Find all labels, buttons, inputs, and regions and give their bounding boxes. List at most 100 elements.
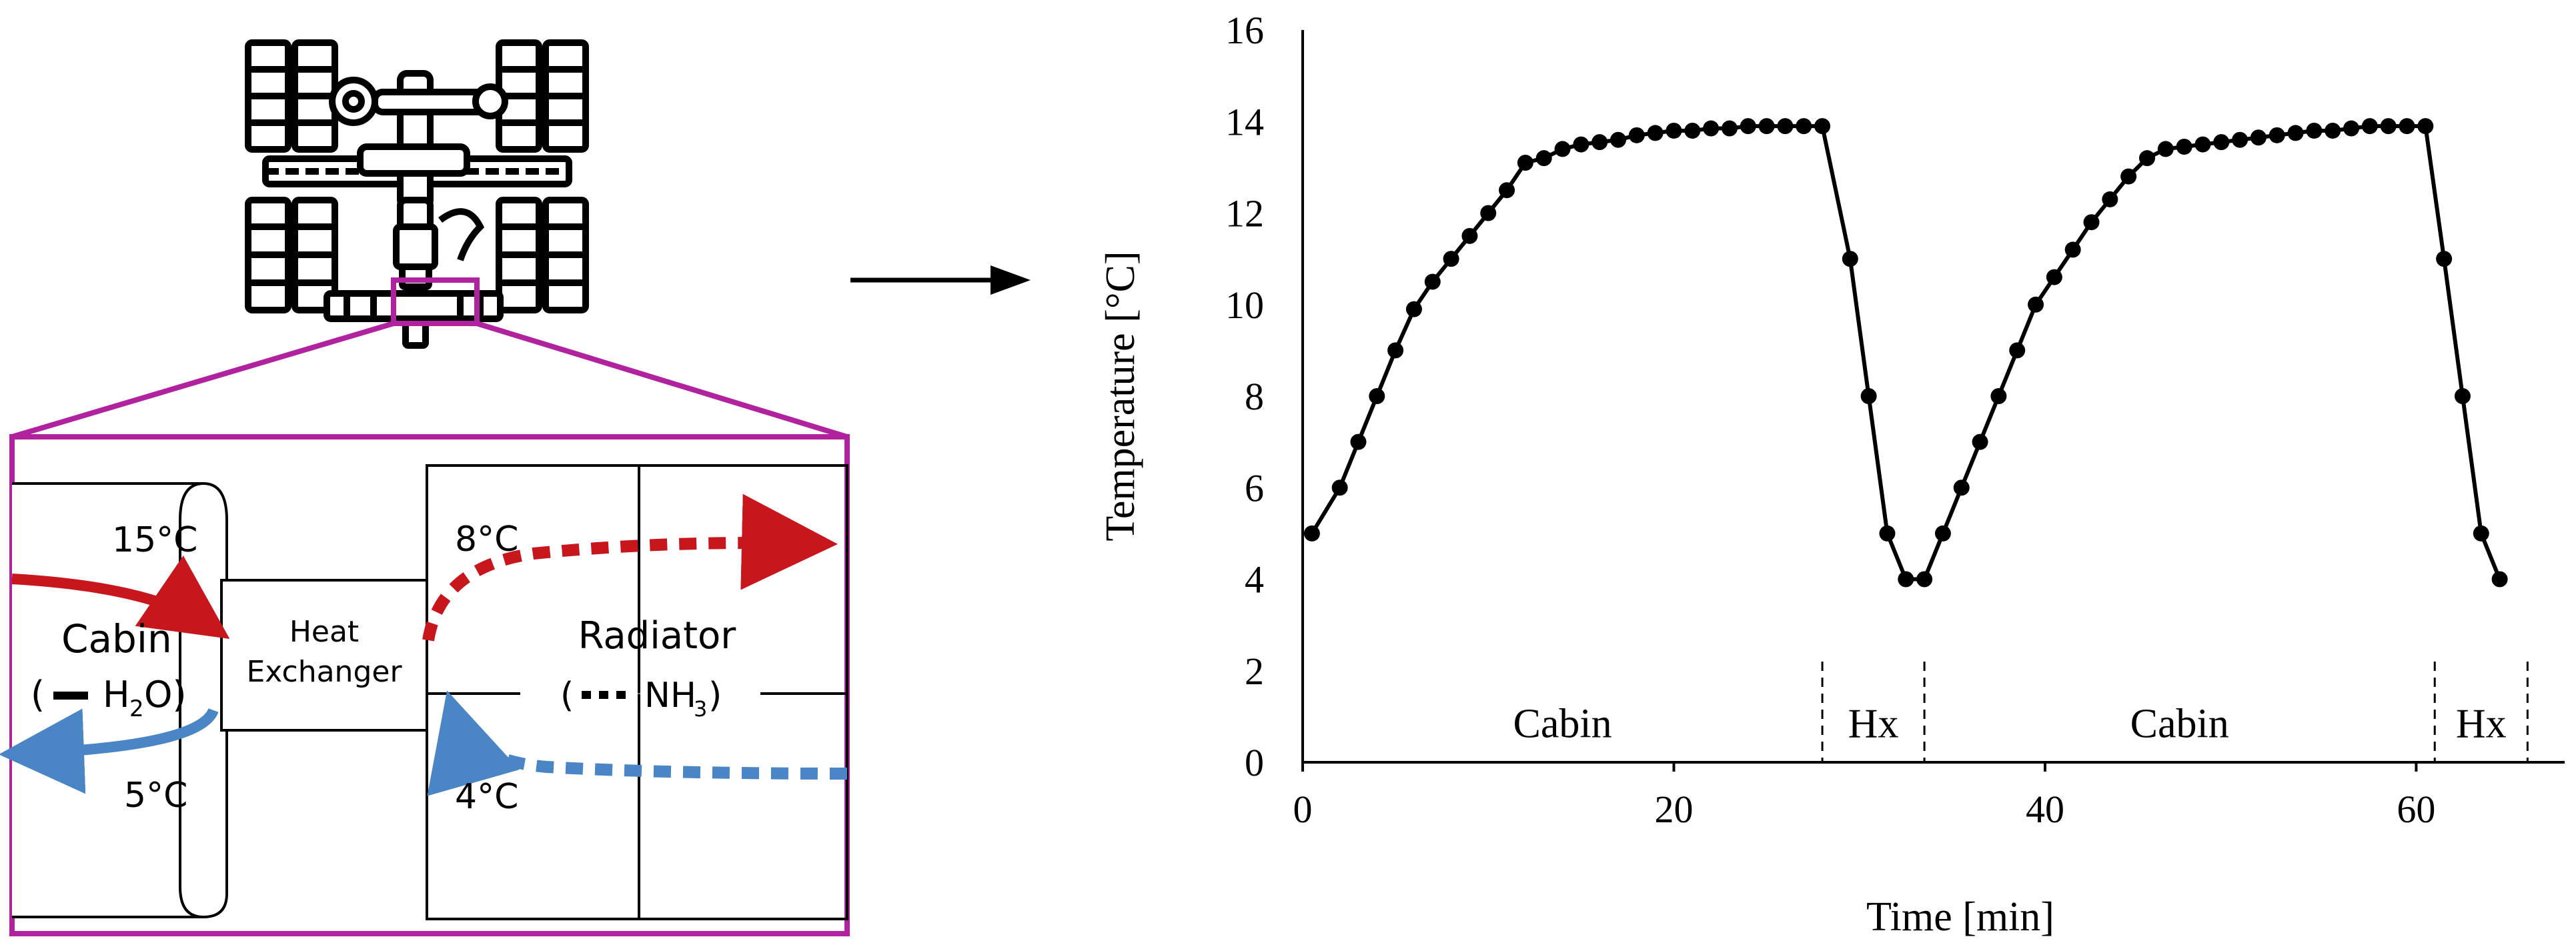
- phase-label: Hx: [2456, 701, 2507, 746]
- data-point: [2343, 120, 2360, 137]
- data-point: [2046, 269, 2062, 285]
- data-point: [2083, 214, 2100, 231]
- cabin-outlet-temp: 5°C: [124, 776, 187, 816]
- data-point: [1591, 134, 1608, 151]
- y-tick-label: 4: [1245, 558, 1264, 602]
- data-point: [1684, 122, 1701, 139]
- data-point: [1879, 525, 1896, 542]
- y-tick-label: 2: [1245, 650, 1264, 693]
- data-point: [1424, 273, 1441, 290]
- cabin-fluid-legend: ( H 2 O): [31, 674, 187, 722]
- data-point: [2138, 150, 2155, 167]
- series-line: [1310, 124, 2502, 582]
- y-axis-label: Temperature [°C]: [1098, 251, 1143, 541]
- data-point: [2436, 251, 2453, 267]
- data-point: [1554, 141, 1571, 157]
- data-point: [2491, 571, 2508, 588]
- temperature-chart: 0 2 4 6 8 10 12 14 16 0 20 40 60 Cabin Hx Cabin Hx Time…: [1098, 9, 2565, 940]
- data-point: [1461, 227, 1478, 244]
- hx-label-line2: Exchanger: [246, 655, 402, 689]
- data-point: [1517, 155, 1533, 171]
- data-point: [2454, 388, 2471, 404]
- data-point: [1499, 182, 1515, 199]
- data-point: [1814, 118, 1831, 135]
- y-tick-label: 14: [1225, 100, 1264, 143]
- data-point: [1350, 433, 1367, 450]
- data-point: [2250, 129, 2267, 146]
- data-point: [1990, 388, 2007, 404]
- data-point: [2194, 136, 2211, 153]
- data-point: [1405, 301, 1422, 317]
- data-point: [1758, 118, 1775, 135]
- chart-axes: 0 2 4 6 8 10 12 14 16 0 20 40 60: [1225, 9, 2565, 831]
- data-point: [1573, 136, 1589, 153]
- dotted-line-swatch-1: [582, 691, 591, 699]
- data-point: [1740, 118, 1756, 135]
- x-tick-label: 60: [2397, 788, 2435, 831]
- radiator-outlet-temp: 4°C: [455, 777, 518, 817]
- dotted-line-swatch-2: [599, 691, 608, 699]
- data-point: [2287, 125, 2304, 141]
- radiator-inlet-temp: 8°C: [455, 520, 518, 560]
- data-point: [2380, 118, 2397, 135]
- data-point: [2157, 141, 2174, 157]
- data-point: [2213, 134, 2230, 151]
- data-point: [1369, 388, 1385, 404]
- data-point: [1934, 525, 1951, 542]
- data-point: [2232, 131, 2248, 148]
- cabin-label: Cabin: [61, 616, 172, 662]
- heat-exchanger-box: [220, 579, 428, 732]
- data-point: [1953, 480, 1970, 496]
- data-point: [1842, 251, 1858, 267]
- cabin-cold-arrow: [0, 708, 219, 794]
- radiator-fluid-prefix: (: [560, 676, 574, 716]
- phase-label: Hx: [1848, 701, 1899, 746]
- data-point: [2306, 122, 2323, 139]
- data-point: [1777, 118, 1794, 135]
- cabin-hot-arrow: [11, 556, 230, 640]
- data-point: [1303, 525, 1320, 542]
- data-point: [1703, 120, 1720, 137]
- data-point: [1647, 125, 1664, 141]
- data-point: [2120, 168, 2137, 185]
- data-point: [2325, 122, 2341, 139]
- data-point: [2064, 241, 2081, 258]
- y-tick-label: 8: [1245, 375, 1264, 418]
- data-point: [1972, 433, 1988, 450]
- data-point: [2417, 118, 2434, 135]
- phase-annotations: Cabin Hx Cabin Hx: [1513, 662, 2529, 762]
- phase-label: Cabin: [2130, 701, 2229, 746]
- radiator-fluid-legend: ( NH 3 ): [560, 676, 722, 722]
- data-point: [1721, 120, 1738, 137]
- data-point: [2269, 127, 2285, 143]
- heat-loop-diagram: 15°C 5°C Cabin ( H 2 O) Heat Exchanger 8…: [0, 464, 848, 920]
- data-point: [1610, 131, 1626, 148]
- data-point: [1535, 150, 1552, 167]
- data-point: [1666, 122, 1682, 139]
- data-point: [2102, 191, 2118, 207]
- data-point: [1387, 342, 1404, 359]
- cabin-inlet-temp: 15°C: [112, 520, 197, 560]
- radiator-label: Radiator: [578, 614, 737, 658]
- space-station-icon: [245, 39, 589, 349]
- x-tick-label: 40: [2026, 788, 2064, 831]
- temperature-series: [1303, 118, 2508, 588]
- y-tick-label: 0: [1245, 741, 1264, 784]
- data-point: [1898, 571, 1914, 588]
- cabin-fluid-prefix: (: [31, 674, 45, 716]
- arrow-right-icon: [850, 265, 1031, 295]
- dotted-line-swatch-3: [616, 691, 626, 699]
- data-point: [1916, 571, 1933, 588]
- cabin-fluid-sub: 2: [129, 696, 144, 722]
- phase-label: Cabin: [1513, 701, 1612, 746]
- cabin-fluid-end: O): [144, 674, 187, 716]
- x-axis-label: Time [min]: [1866, 894, 2054, 940]
- radiator-fluid-end: ): [708, 676, 722, 716]
- data-point: [2399, 118, 2415, 135]
- radiator-fluid: NH: [644, 676, 696, 716]
- hx-label-line1: Heat: [289, 615, 359, 649]
- y-tick-label: 10: [1225, 283, 1264, 327]
- y-tick-label: 6: [1245, 466, 1264, 510]
- data-point: [1443, 251, 1459, 267]
